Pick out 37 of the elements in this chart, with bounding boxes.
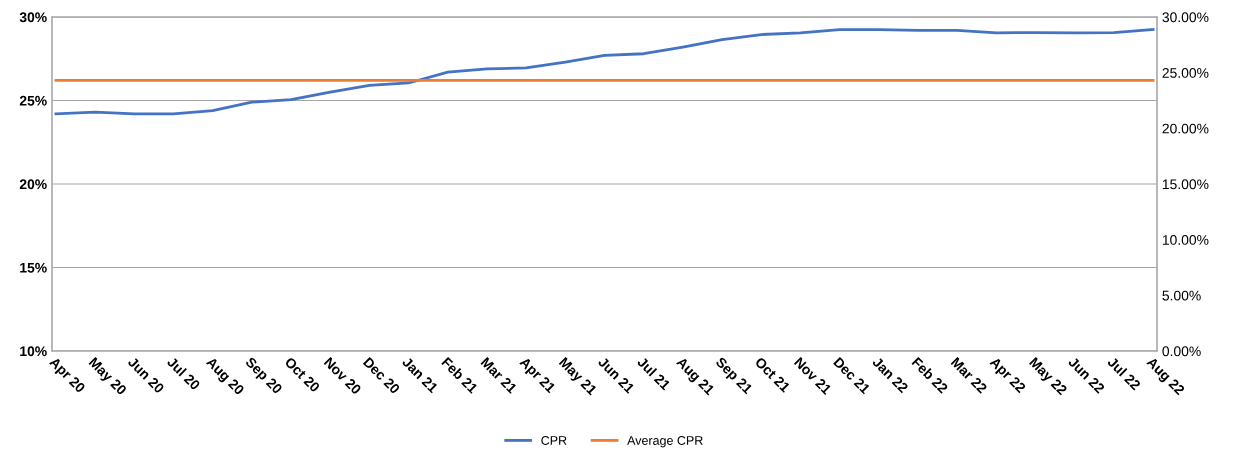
- y-tick-label: 10%: [20, 346, 47, 357]
- x-tick-label: Oct 21: [754, 356, 791, 393]
- x-tick-label: Oct 20: [284, 356, 321, 393]
- x-tick-label: Apr 20: [47, 356, 86, 396]
- y2-tick-label: 15.00%: [1162, 179, 1209, 190]
- legend-label: Average CPR: [627, 436, 703, 448]
- y-tick-label: 15%: [20, 262, 47, 273]
- y2-tick-label: 30.00%: [1162, 12, 1209, 23]
- x-tick-label: Sep 21: [713, 356, 754, 397]
- y-tick-label: 20%: [19, 179, 47, 190]
- y-tick-label: 25%: [19, 95, 47, 106]
- x-tick-label: Dec 20: [362, 356, 401, 395]
- x-tick-label: Feb 22: [911, 356, 949, 394]
- x-tick-label: Apr 21: [517, 356, 557, 396]
- x-tick-label: Jan 21: [401, 356, 439, 394]
- y2-tick-label: 0.00%: [1162, 346, 1201, 357]
- x-tick-label: Nov 21: [793, 356, 833, 396]
- x-tick-label: Nov 20: [323, 356, 362, 395]
- line-series: [54, 28, 1155, 116]
- x-tick-label: Apr 22: [987, 356, 1027, 396]
- y2-tick-label: 25.00%: [1162, 68, 1209, 78]
- y2-tick-label: 20.00%: [1162, 123, 1209, 134]
- x-tick-label: Jul 21: [636, 356, 672, 391]
- x-tick-label: Jan 22: [871, 356, 909, 394]
- x-tick-label: Feb 21: [441, 356, 479, 394]
- x-tick-label: Jun 22: [1067, 356, 1106, 394]
- x-tick-label: Jul 22: [1106, 356, 1142, 391]
- x-tick-label: Jun 21: [597, 356, 636, 394]
- x-tick-label: Mar 22: [950, 356, 988, 394]
- x-tick-label: Jul 20: [166, 356, 201, 391]
- x-tick-label: Jun 20: [127, 356, 165, 394]
- legend-label: CPR: [541, 436, 567, 445]
- x-tick-label: Mar 21: [480, 356, 518, 394]
- y2-tick-label: 5.00%: [1162, 290, 1201, 301]
- y2-tick-label: 10.00%: [1162, 235, 1209, 245]
- x-tick-label: Dec 21: [833, 356, 871, 395]
- y-tick-label: 30%: [19, 12, 47, 23]
